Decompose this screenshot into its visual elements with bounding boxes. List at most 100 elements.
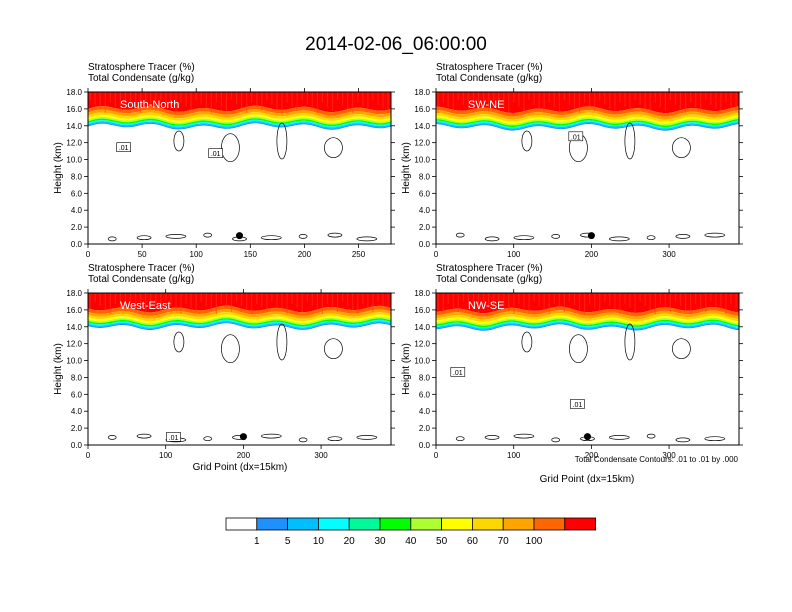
tracer-streak <box>251 293 253 315</box>
colorbar-label: 5 <box>285 536 291 547</box>
colorbar-swatch <box>533 517 566 531</box>
tracer-streak <box>594 92 596 111</box>
tracer-streak <box>548 92 550 103</box>
tracer-streak <box>578 92 581 114</box>
tracer-streak <box>114 293 116 304</box>
tracer-streak <box>306 92 308 105</box>
tracer-band-2 <box>436 310 739 320</box>
tracer-streak <box>215 293 217 315</box>
tracer-streak <box>342 293 344 302</box>
condensate-contour <box>276 323 288 361</box>
tracer-streak <box>518 92 520 107</box>
y-tick-label: 0.0 <box>71 240 83 249</box>
tracer-streak <box>190 293 192 308</box>
tracer-streak <box>664 92 666 111</box>
x-tick-label: 100 <box>159 451 173 460</box>
panel-header-tracer: Stratosphere Tracer (%) <box>436 263 543 274</box>
tracer-streak <box>614 293 616 310</box>
tracer-streak <box>674 92 677 105</box>
y-tick-label: 4.0 <box>71 206 83 215</box>
tracer-streak <box>533 92 535 105</box>
tracer-streak <box>256 293 258 304</box>
tracer-streak <box>311 92 313 109</box>
tracer-streak <box>195 92 197 101</box>
tracer-streak <box>619 92 621 103</box>
y-tick-label: 10.0 <box>414 156 430 165</box>
tracer-streak <box>462 293 464 302</box>
condensate-contours <box>455 122 726 242</box>
condensate-contour <box>136 433 152 439</box>
tracer-streak <box>508 293 510 310</box>
tracer-band-100 <box>88 92 391 113</box>
tracer-streak <box>281 293 283 310</box>
tracer-streak <box>337 293 339 312</box>
tracer-streak <box>669 92 671 101</box>
y-tick-label: 4.0 <box>71 407 83 416</box>
tracer-streak <box>367 293 369 308</box>
tracer-streak <box>135 293 137 306</box>
tracer-streak <box>114 92 116 107</box>
tracer-streak <box>321 92 323 103</box>
y-tick-label: 10.0 <box>66 357 82 366</box>
tracer-streak <box>119 293 121 308</box>
condensate-contour <box>484 236 500 242</box>
condensate-contour <box>136 235 152 241</box>
tracer-streak <box>715 293 717 306</box>
tracer-band-1 <box>436 306 739 317</box>
condensate-contour <box>646 235 656 241</box>
colorbar-swatch <box>348 517 381 531</box>
tracer-streak <box>685 293 687 310</box>
tracer-streak <box>695 92 697 107</box>
y-tick-label: 16.0 <box>66 105 82 114</box>
tracer-streak <box>306 293 308 302</box>
tracer-streak <box>195 293 197 312</box>
tracer-streak <box>604 293 606 302</box>
colorbar-swatch <box>256 517 288 531</box>
tracer-streak <box>205 92 207 109</box>
tracer-streak <box>599 92 601 101</box>
tracer-band-5 <box>436 317 739 326</box>
tracer-streak <box>145 293 147 315</box>
panel-header-tracer: Stratosphere Tracer (%) <box>88 263 195 274</box>
y-tick-label: 2.0 <box>71 424 83 433</box>
condensate-contour <box>107 435 117 440</box>
contour-label-box <box>208 148 223 158</box>
tracer-streak <box>568 92 570 105</box>
tracer-streak <box>145 92 147 103</box>
tracer-streak <box>236 92 238 105</box>
tracer-streak <box>619 293 621 315</box>
location-marker <box>584 433 591 441</box>
ylabel: Height (km) <box>401 142 412 194</box>
tracer-streak <box>266 92 268 101</box>
tracer-field <box>436 92 739 131</box>
plot-frame <box>87 292 392 446</box>
panel-south-north: Stratosphere Tracer (%)Total Condensate … <box>53 62 395 259</box>
y-tick-label: 14.0 <box>414 323 430 332</box>
tracer-streak <box>629 293 631 308</box>
tracer-streak <box>528 92 530 101</box>
tracer-streak <box>584 92 586 103</box>
tracer-streak <box>483 92 485 107</box>
tracer-streak <box>624 293 626 304</box>
tracer-band-1 <box>88 105 391 116</box>
tracer-streak <box>326 92 329 107</box>
x-tick-label: 100 <box>507 250 521 259</box>
ylabel: Height (km) <box>53 142 64 194</box>
tracer-streak <box>109 293 111 315</box>
tracer-streak <box>679 92 682 109</box>
tracer-streak <box>649 92 651 114</box>
tracer-streak <box>271 92 273 105</box>
condensate-contour <box>624 323 636 361</box>
y-tick-label: 14.0 <box>414 122 430 131</box>
contour-label: .01 <box>573 402 583 409</box>
tracer-streak <box>185 92 187 107</box>
tracer-band-1 <box>436 106 739 117</box>
condensate-contour <box>484 435 500 440</box>
tracer-streak <box>276 293 278 306</box>
condensate-contour <box>327 436 343 442</box>
condensate-contour <box>173 331 185 353</box>
tracer-streak <box>261 92 263 111</box>
panel-header-condensate: Total Condensate (g/kg) <box>88 274 194 285</box>
tracer-band-4 <box>88 314 391 324</box>
x-tick-label: 0 <box>86 250 91 259</box>
